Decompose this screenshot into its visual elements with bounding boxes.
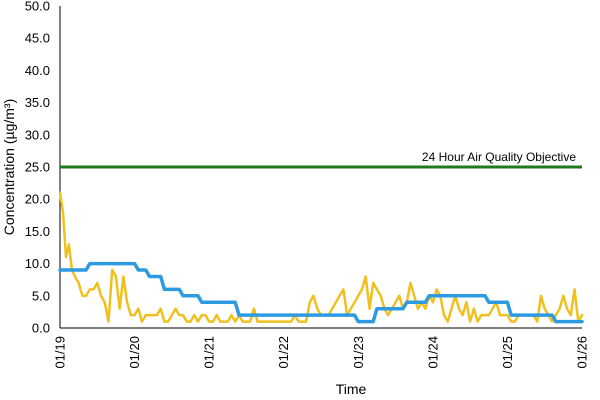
y-tick-label: 5.0 <box>32 288 50 303</box>
y-tick-label: 15.0 <box>25 224 50 239</box>
y-tick-label: 30.0 <box>25 127 50 142</box>
y-tick-label: 10.0 <box>25 256 50 271</box>
objective-label: 24 Hour Air Quality Objective <box>422 150 576 164</box>
y-axis-title: Concentration (µg/m³) <box>1 99 17 235</box>
x-tick-label: 01/20 <box>127 336 142 369</box>
x-tick-label: 01/21 <box>202 336 217 369</box>
series-line-hourly <box>58 191 584 323</box>
x-tick-labels: 01/19 01/20 01/21 01/22 01/23 01/24 01/25 01/26 <box>53 336 590 369</box>
x-tick-label: 01/19 <box>53 336 68 369</box>
x-axis-title: Time <box>336 381 367 397</box>
x-tick-label: 01/22 <box>276 336 291 369</box>
x-tick-label: 01/23 <box>351 336 366 369</box>
x-tick-label: 01/26 <box>575 336 590 369</box>
y-tick-label: 45.0 <box>25 31 50 46</box>
x-tick-label: 01/24 <box>425 336 440 369</box>
y-tick-label: 0.0 <box>32 321 50 336</box>
y-tick-label: 35.0 <box>25 95 50 110</box>
y-tick-labels: 0.0 5.0 10.0 15.0 20.0 25.0 30.0 35.0 40.0 45.0 50… <box>25 0 50 336</box>
series-layer <box>58 191 584 324</box>
y-tick-label: 50.0 <box>25 0 50 14</box>
y-tick-label: 20.0 <box>25 192 50 207</box>
x-tick-label: 01/25 <box>500 336 515 369</box>
y-tick-label: 40.0 <box>25 63 50 78</box>
series-line-rolling <box>58 261 584 324</box>
y-tick-label: 25.0 <box>25 160 50 175</box>
